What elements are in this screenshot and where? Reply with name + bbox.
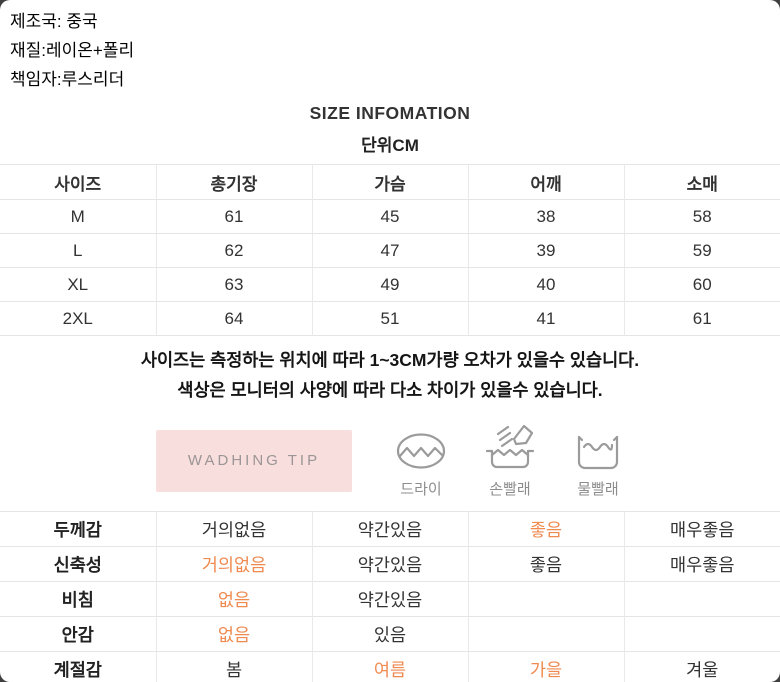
size-name-cell: 2XL <box>62 308 93 328</box>
size-notices: 사이즈는 측정하는 위치에 따라 1~3CM가량 오차가 있을수 있습니다. 색… <box>0 345 780 405</box>
size-table-header: 총기장 <box>155 164 312 200</box>
attribute-label: 신축성 <box>53 554 102 575</box>
product-info: 제조국: 중국 재질:레이온+폴리 책임자:루스리더 <box>0 0 780 94</box>
size-value-cell: 60 <box>623 267 780 302</box>
size-value-cell: 63 <box>155 267 312 302</box>
size-info-title: SIZE INFOMATION <box>309 103 471 123</box>
size-table-header: 어깨 <box>467 164 624 200</box>
size-table-row: M 61 45 38 58 <box>0 199 780 234</box>
size-table-row: L 62 47 39 59 <box>0 233 780 268</box>
attribute-cell: 거의없음 <box>155 546 312 582</box>
attribute-cell: 거의없음 <box>155 511 312 547</box>
attribute-cell: 없음 <box>155 581 312 617</box>
attribute-row-thickness: 두께감 거의없음 약간있음 좋음 매우좋음 <box>0 511 780 547</box>
size-value-cell: 61 <box>155 199 312 234</box>
washing-method-hand-wash: 손빨래 <box>484 422 536 499</box>
size-table-header: 사이즈 <box>54 174 102 194</box>
washing-tip-label: WADHING TIP <box>187 452 321 469</box>
attribute-cell: 매우좋음 <box>623 546 780 582</box>
attribute-cell: 좋음 <box>467 511 624 547</box>
washing-method-label: 손빨래 <box>489 481 531 498</box>
washing-method-label: 물빨래 <box>577 481 619 498</box>
attribute-row-lining: 안감 없음 있음 <box>0 616 780 652</box>
attribute-cell: 있음 <box>311 616 468 652</box>
size-value-cell: 59 <box>623 233 780 268</box>
size-value-cell: 64 <box>155 301 312 336</box>
size-table-row: 2XL 64 51 41 61 <box>0 301 780 336</box>
washing-tip-section: WADHING TIP 드라이 <box>0 422 780 499</box>
attribute-cell: 가을 <box>467 651 624 682</box>
attribute-cell <box>623 616 780 652</box>
size-value-cell: 61 <box>623 301 780 336</box>
attribute-label: 계절감 <box>53 659 102 680</box>
washing-tip-box: WADHING TIP <box>156 429 352 492</box>
size-unit-label: 단위CM <box>361 136 419 155</box>
size-table-header: 가슴 <box>311 164 468 200</box>
attribute-cell: 봄 <box>155 651 312 682</box>
attribute-row-elasticity: 신축성 거의없음 약간있음 좋음 매우좋음 <box>0 546 780 582</box>
size-value-cell: 49 <box>311 267 468 302</box>
attributes-table: 두께감 거의없음 약간있음 좋음 매우좋음 신축성 거의없음 약간있음 좋음 매… <box>0 511 780 682</box>
dry-clean-icon <box>394 430 448 474</box>
attribute-cell: 겨울 <box>623 651 780 682</box>
size-value-cell: 62 <box>155 233 312 268</box>
attributes-section: 두께감 거의없음 약간있음 좋음 매우좋음 신축성 거의없음 약간있음 좋음 매… <box>0 511 780 682</box>
color-difference-notice: 색상은 모니터의 사양에 따라 다소 차이가 있을수 있습니다. <box>177 380 603 400</box>
attribute-cell: 여름 <box>311 651 468 682</box>
size-value-cell: 39 <box>467 233 624 268</box>
attribute-cell <box>623 581 780 617</box>
attribute-label: 두께감 <box>53 519 102 540</box>
size-table: 사이즈 총기장 가슴 어깨 소매 M 61 45 38 58 L 62 47 3… <box>0 164 780 336</box>
attribute-cell <box>467 616 624 652</box>
washing-method-water-wash: 물빨래 <box>572 430 624 499</box>
washing-methods: 드라이 손빨래 <box>394 422 624 499</box>
size-value-cell: 40 <box>467 267 624 302</box>
attribute-label: 안감 <box>61 624 94 645</box>
attribute-cell: 약간있음 <box>311 581 468 617</box>
washing-method-dry: 드라이 <box>394 430 448 499</box>
size-value-cell: 45 <box>311 199 468 234</box>
size-name-cell: M <box>70 206 85 226</box>
size-table-header: 소매 <box>623 164 780 200</box>
size-value-cell: 41 <box>467 301 624 336</box>
washing-method-label: 드라이 <box>400 481 442 498</box>
attribute-cell: 약간있음 <box>311 546 468 582</box>
water-wash-icon <box>572 430 624 474</box>
size-value-cell: 47 <box>311 233 468 268</box>
attribute-cell: 약간있음 <box>311 511 468 547</box>
size-value-cell: 51 <box>311 301 468 336</box>
size-tolerance-notice: 사이즈는 측정하는 위치에 따라 1~3CM가량 오차가 있을수 있습니다. <box>140 350 640 370</box>
size-value-cell: 58 <box>623 199 780 234</box>
size-table-header-row: 사이즈 총기장 가슴 어깨 소매 <box>0 164 780 200</box>
attribute-cell <box>467 581 624 617</box>
size-name-cell: XL <box>67 274 89 294</box>
attribute-row-season: 계절감 봄 여름 가을 겨울 <box>0 651 780 682</box>
attribute-cell: 없음 <box>155 616 312 652</box>
responsible-person: 책임자:루스리더 <box>10 70 125 89</box>
attribute-row-sheerness: 비침 없음 약간있음 <box>0 581 780 617</box>
size-table-row: XL 63 49 40 60 <box>0 267 780 302</box>
hand-wash-icon <box>484 422 536 474</box>
material: 재질:레이온+폴리 <box>10 41 135 60</box>
attribute-cell: 매우좋음 <box>623 511 780 547</box>
attribute-label: 비침 <box>61 589 94 610</box>
attribute-cell: 좋음 <box>467 546 624 582</box>
manufacture-country: 제조국: 중국 <box>10 12 98 31</box>
size-value-cell: 38 <box>467 199 624 234</box>
size-name-cell: L <box>73 240 83 260</box>
